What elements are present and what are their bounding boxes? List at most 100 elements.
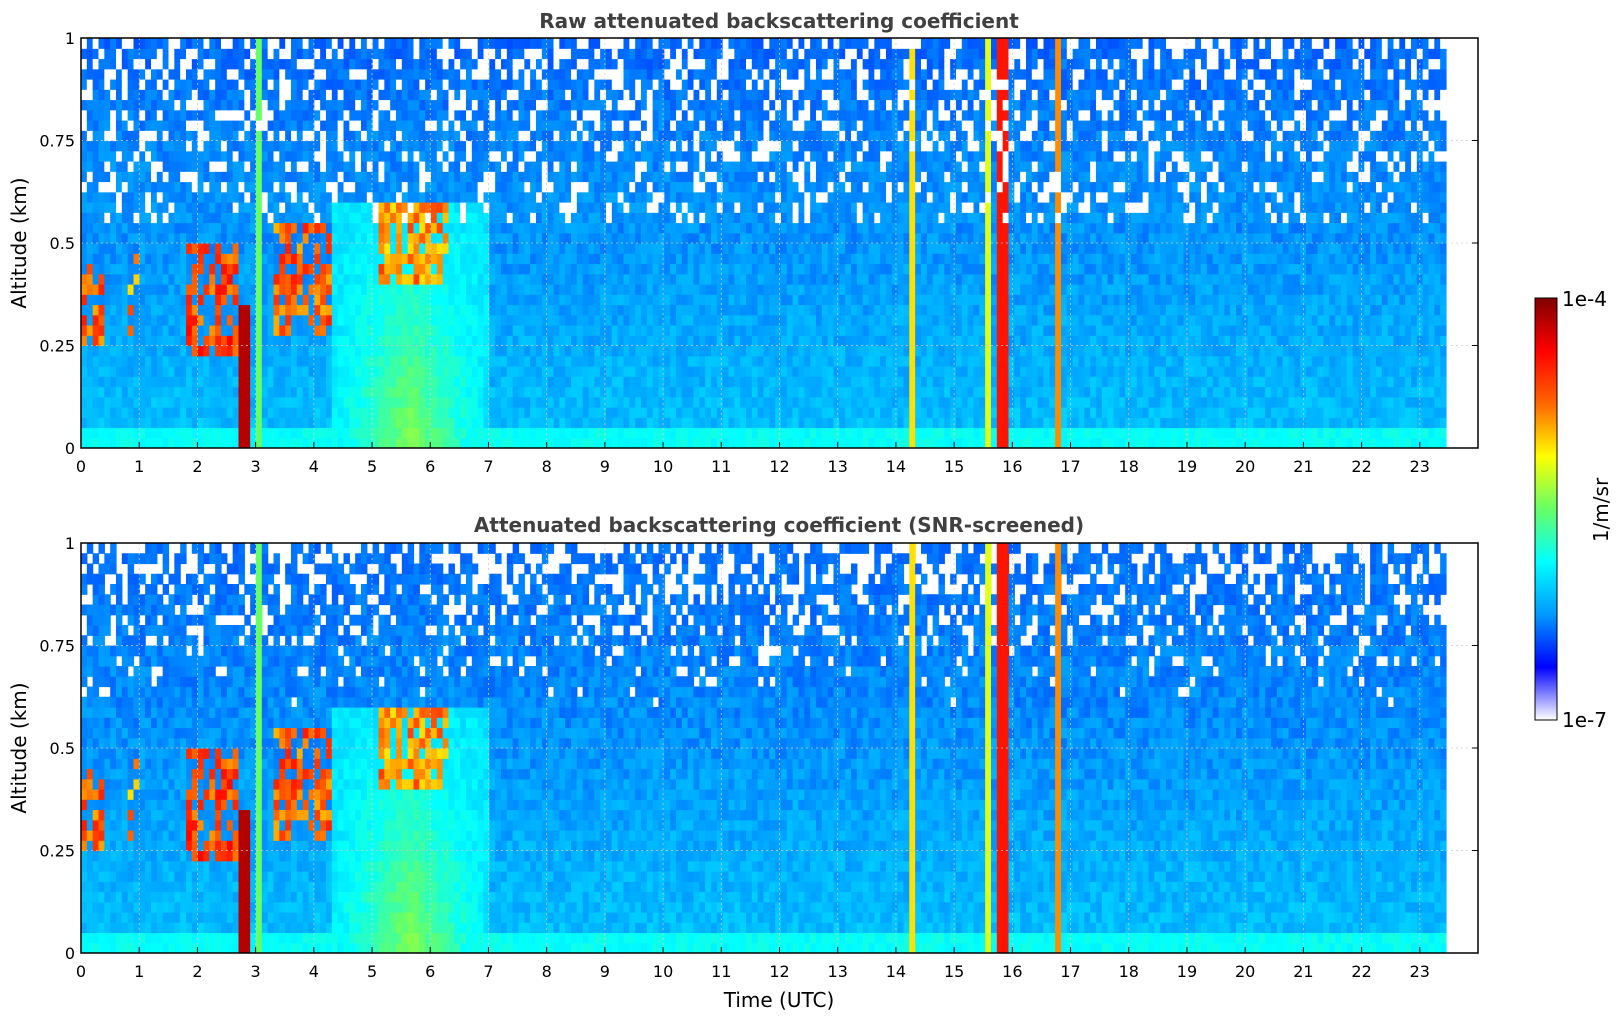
heatmap-cell	[588, 140, 595, 152]
heatmap-cell	[442, 386, 450, 398]
heatmap-cell	[804, 202, 811, 213]
heatmap-cell	[296, 140, 304, 152]
heatmap-cell	[670, 386, 677, 398]
heatmap-cell	[407, 58, 415, 70]
heatmap-cell	[489, 58, 496, 70]
heatmap-cell	[221, 325, 228, 336]
heatmap-cell	[530, 304, 537, 316]
heatmap-cell	[133, 335, 140, 347]
heatmap-cell	[687, 99, 695, 111]
heatmap-cell	[745, 273, 753, 285]
heatmap-cell	[384, 355, 391, 367]
heatmap-cell	[559, 263, 566, 275]
heatmap-cell	[279, 222, 286, 234]
heatmap-cell	[576, 407, 584, 418]
heatmap-cell	[116, 222, 123, 234]
heatmap-cell	[570, 48, 578, 60]
heatmap-cell	[460, 109, 467, 121]
heatmap-cell	[775, 263, 782, 275]
heatmap-cell	[716, 386, 724, 398]
heatmap-cell	[466, 58, 473, 70]
heatmap-cell	[775, 366, 782, 377]
heatmap-cell	[734, 150, 741, 162]
heatmap-cell	[536, 325, 543, 336]
heatmap-cell	[524, 181, 531, 193]
heatmap-cell	[320, 68, 327, 80]
heatmap-cell	[570, 191, 578, 203]
heatmap-cell	[209, 109, 216, 121]
heatmap-cell	[792, 181, 800, 193]
heatmap-cell	[705, 325, 712, 336]
heatmap-cell	[763, 79, 770, 90]
heatmap-cell	[576, 355, 584, 367]
heatmap-cell	[646, 202, 654, 213]
heatmap-cell	[156, 386, 164, 398]
heatmap-cell	[611, 396, 619, 408]
heatmap-cell	[139, 273, 146, 285]
heatmap-cell	[355, 181, 362, 193]
heatmap-cell	[326, 181, 333, 193]
heatmap-cell	[431, 437, 438, 448]
heatmap-cell	[232, 396, 240, 408]
heatmap-cell	[174, 58, 181, 70]
heatmap-cell	[640, 294, 648, 306]
heatmap-cell	[745, 38, 753, 49]
heatmap-cell	[576, 376, 584, 388]
heatmap-cell	[121, 191, 129, 203]
heatmap-cell	[267, 396, 275, 408]
heatmap-cell	[133, 345, 140, 357]
heatmap-cell	[670, 191, 677, 203]
heatmap-cell	[699, 366, 706, 377]
heatmap-cell	[588, 232, 595, 244]
heatmap-cell	[98, 284, 105, 295]
heatmap-cell	[431, 386, 438, 398]
heatmap-cell	[273, 396, 280, 408]
heatmap-cell	[203, 38, 210, 49]
heatmap-cell	[483, 232, 490, 244]
heatmap-cell	[565, 140, 572, 152]
heatmap-cell	[133, 150, 140, 162]
heatmap-cell	[326, 171, 333, 183]
heatmap-cell	[710, 232, 718, 244]
heatmap-cell	[769, 38, 776, 49]
heatmap-cell	[104, 386, 111, 398]
heatmap-cell	[133, 284, 140, 295]
heatmap-cell	[798, 355, 805, 367]
heatmap-cell	[495, 335, 502, 347]
heatmap-cell	[786, 386, 794, 398]
heatmap-cell	[536, 150, 543, 162]
heatmap-cell	[780, 345, 788, 357]
heatmap-cell	[320, 345, 327, 357]
heatmap-cell	[670, 109, 677, 121]
heatmap-cell	[314, 191, 321, 203]
heatmap-cell	[442, 273, 450, 285]
heatmap-cell	[156, 366, 164, 377]
heatmap-cell	[722, 386, 730, 398]
heatmap-cell	[623, 68, 630, 80]
heatmap-cell	[285, 376, 292, 388]
heatmap-cell	[226, 407, 234, 418]
heatmap-cell	[98, 273, 105, 285]
heatmap-cell	[675, 150, 683, 162]
heatmap-cell	[588, 181, 595, 193]
heatmap-cell	[506, 304, 514, 316]
heatmap-cell	[296, 417, 304, 429]
heatmap-cell	[431, 161, 438, 172]
heatmap-cell	[384, 68, 391, 80]
heatmap-cell	[798, 109, 805, 121]
heatmap-cell	[349, 79, 356, 90]
heatmap-cell	[186, 284, 193, 295]
heatmap-cell	[565, 366, 572, 377]
heatmap-cell	[629, 417, 636, 429]
heatmap-cell	[151, 38, 158, 49]
heatmap-cell	[600, 130, 607, 142]
heatmap-cell	[226, 284, 234, 295]
heatmap-cell	[687, 396, 695, 408]
heatmap-cell	[256, 58, 263, 70]
heatmap-cell	[279, 38, 286, 49]
heatmap-cell	[302, 150, 310, 162]
heatmap-cell	[203, 48, 210, 60]
heatmap-cell	[501, 263, 508, 275]
heatmap-cell	[483, 222, 490, 234]
heatmap-cell	[681, 345, 689, 357]
